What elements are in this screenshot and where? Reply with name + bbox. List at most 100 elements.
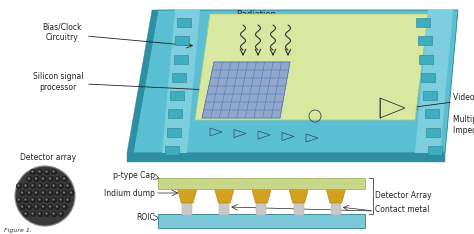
Circle shape: [63, 177, 65, 180]
Circle shape: [44, 169, 50, 175]
Circle shape: [51, 197, 57, 203]
Circle shape: [21, 191, 23, 194]
Circle shape: [70, 191, 72, 194]
Circle shape: [37, 197, 43, 203]
Circle shape: [51, 169, 57, 175]
Bar: [158, 214, 365, 228]
Text: p-type Cap: p-type Cap: [113, 172, 155, 180]
Circle shape: [48, 190, 53, 196]
Circle shape: [65, 197, 71, 203]
Circle shape: [62, 190, 67, 196]
Polygon shape: [416, 18, 430, 27]
Circle shape: [27, 190, 32, 196]
Circle shape: [20, 190, 25, 196]
Circle shape: [38, 212, 41, 215]
Circle shape: [49, 191, 51, 194]
Circle shape: [62, 204, 67, 210]
Circle shape: [52, 198, 55, 201]
Polygon shape: [177, 18, 191, 27]
Circle shape: [66, 198, 69, 201]
Circle shape: [48, 176, 53, 182]
Circle shape: [46, 198, 48, 201]
Circle shape: [30, 211, 36, 217]
Circle shape: [27, 176, 32, 182]
Circle shape: [62, 176, 67, 182]
Polygon shape: [326, 188, 346, 203]
Bar: [182, 203, 192, 215]
Bar: [294, 203, 304, 215]
Circle shape: [38, 184, 41, 187]
Circle shape: [23, 197, 29, 203]
Circle shape: [41, 176, 46, 182]
Text: Bias/Clock
Circuitry: Bias/Clock Circuitry: [42, 22, 82, 42]
Polygon shape: [127, 10, 158, 153]
Circle shape: [65, 183, 71, 189]
Circle shape: [23, 211, 29, 217]
Circle shape: [31, 184, 34, 187]
Polygon shape: [418, 36, 432, 45]
Text: Multiplexer Tran
Impedance Amplifier: Multiplexer Tran Impedance Amplifier: [453, 115, 474, 135]
Bar: [331, 203, 341, 215]
Bar: [219, 203, 229, 215]
Circle shape: [28, 177, 30, 180]
Bar: [256, 203, 266, 215]
Circle shape: [41, 204, 46, 210]
Circle shape: [30, 197, 36, 203]
Polygon shape: [167, 128, 181, 137]
Circle shape: [56, 177, 58, 180]
Circle shape: [63, 205, 65, 208]
Circle shape: [42, 191, 44, 194]
Text: Detector array: Detector array: [20, 153, 76, 162]
Circle shape: [48, 204, 53, 210]
Circle shape: [44, 211, 50, 217]
Circle shape: [15, 166, 75, 226]
Circle shape: [16, 183, 22, 189]
Polygon shape: [214, 188, 234, 203]
Circle shape: [17, 184, 20, 187]
Circle shape: [30, 183, 36, 189]
Circle shape: [34, 176, 39, 182]
Circle shape: [42, 205, 44, 208]
Polygon shape: [425, 110, 438, 118]
Circle shape: [31, 170, 34, 173]
Circle shape: [35, 191, 37, 194]
Circle shape: [46, 212, 48, 215]
Circle shape: [38, 170, 41, 173]
Circle shape: [44, 183, 50, 189]
Polygon shape: [162, 10, 200, 153]
Circle shape: [35, 205, 37, 208]
Circle shape: [27, 204, 32, 210]
Circle shape: [24, 212, 27, 215]
Polygon shape: [415, 10, 453, 153]
Polygon shape: [428, 146, 442, 155]
Polygon shape: [175, 36, 189, 45]
Text: Video Amplifier: Video Amplifier: [453, 92, 474, 102]
Circle shape: [24, 184, 27, 187]
Text: Detector Array: Detector Array: [375, 191, 432, 201]
Circle shape: [46, 184, 48, 187]
Polygon shape: [165, 146, 179, 155]
Text: Substrate: Substrate: [243, 179, 280, 188]
Circle shape: [17, 198, 20, 201]
Circle shape: [52, 212, 55, 215]
Polygon shape: [195, 14, 428, 120]
Circle shape: [63, 191, 65, 194]
Circle shape: [20, 204, 25, 210]
Polygon shape: [426, 128, 440, 137]
Circle shape: [41, 190, 46, 196]
Circle shape: [52, 184, 55, 187]
Circle shape: [46, 170, 48, 173]
Circle shape: [38, 198, 41, 201]
Circle shape: [51, 211, 57, 217]
Text: Indium dump: Indium dump: [104, 189, 155, 197]
Circle shape: [34, 190, 39, 196]
Circle shape: [31, 198, 34, 201]
Polygon shape: [289, 188, 309, 203]
Text: Silicon signal
processor: Silicon signal processor: [33, 72, 83, 92]
Circle shape: [49, 177, 51, 180]
Text: Radiation: Radiation: [236, 10, 276, 19]
Polygon shape: [421, 73, 435, 82]
Circle shape: [56, 191, 58, 194]
Circle shape: [52, 170, 55, 173]
Circle shape: [37, 211, 43, 217]
